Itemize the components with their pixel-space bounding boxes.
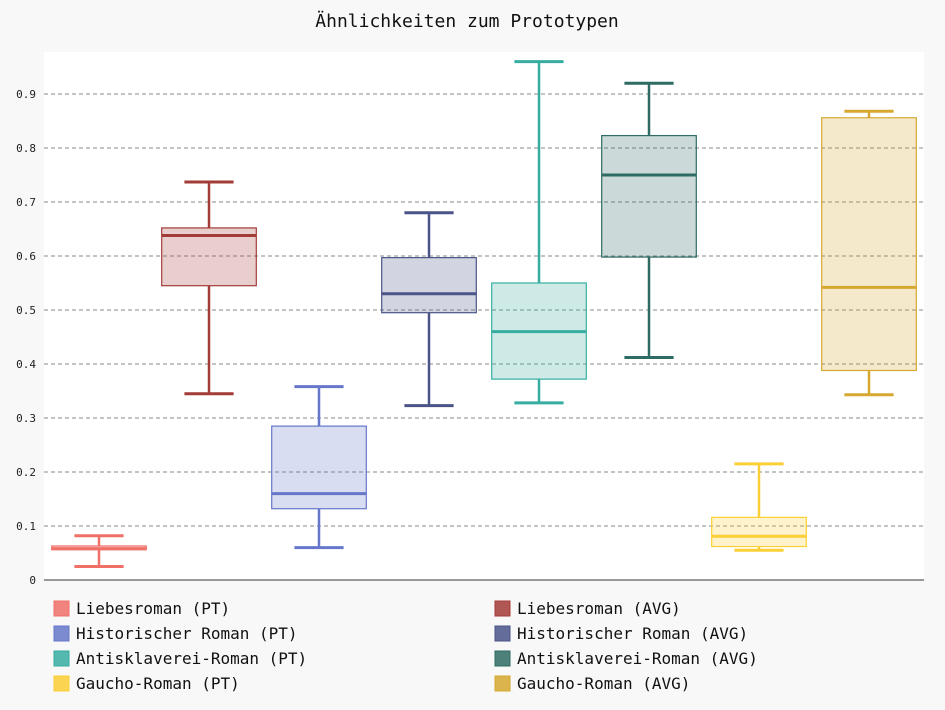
legend-item: Gaucho-Roman (PT) (53, 674, 240, 693)
box-iqr (271, 425, 367, 510)
legend-item: Liebesroman (PT) (53, 599, 230, 618)
legend-label: Historischer Roman (PT) (76, 624, 298, 643)
chart-title: Ähnlichkeiten zum Prototypen (315, 11, 618, 32)
y-tick-label: 0.9 (16, 88, 36, 101)
legend-label: Gaucho-Roman (PT) (76, 674, 240, 693)
legend-swatch (494, 650, 511, 667)
legend-swatch (53, 675, 70, 692)
box-group (381, 211, 477, 408)
box-iqr (601, 134, 697, 258)
y-tick-label: 0 (29, 574, 36, 587)
y-tick-label: 0.5 (16, 304, 36, 317)
legend-item: Gaucho-Roman (AVG) (494, 674, 690, 693)
box-iqr (821, 117, 917, 372)
legend-swatch (53, 625, 70, 642)
plot-area (44, 52, 924, 580)
box-group (601, 81, 697, 360)
box-group (711, 462, 807, 552)
legend-label: Liebesroman (AVG) (517, 599, 681, 618)
legend-label: Antisklaverei-Roman (PT) (76, 649, 307, 668)
y-tick-label: 0.8 (16, 142, 36, 155)
legend-label: Historischer Roman (AVG) (517, 624, 748, 643)
box-group (821, 109, 917, 397)
y-tick-label: 0.4 (16, 358, 36, 371)
box-group (271, 385, 367, 550)
y-axis-ticks: 0 0.1 0.2 0.3 0.4 0.5 0.6 0.7 0.8 0.9 (16, 88, 36, 587)
legend-label: Gaucho-Roman (AVG) (517, 674, 690, 693)
legend-item: Antisklaverei-Roman (PT) (53, 649, 307, 668)
y-tick-label: 0.7 (16, 196, 36, 209)
legend-item: Antisklaverei-Roman (AVG) (494, 649, 758, 668)
box-group (51, 534, 147, 568)
legend-swatch (494, 600, 511, 617)
box-iqr (711, 516, 807, 548)
y-tick-label: 0.3 (16, 412, 36, 425)
legend-swatch (494, 625, 511, 642)
y-tick-label: 0.2 (16, 466, 36, 479)
legend-label: Antisklaverei-Roman (AVG) (517, 649, 758, 668)
y-tick-label: 0.1 (16, 520, 36, 533)
legend-item: Historischer Roman (PT) (53, 624, 298, 643)
box-group (161, 180, 257, 396)
box-iqr (161, 227, 257, 287)
legend: Liebesroman (PT) Liebesroman (AVG) Histori… (53, 599, 758, 693)
legend-item: Historischer Roman (AVG) (494, 624, 748, 643)
legend-label: Liebesroman (PT) (76, 599, 230, 618)
legend-swatch (53, 650, 70, 667)
legend-swatch (53, 600, 70, 617)
y-tick-label: 0.6 (16, 250, 36, 263)
box-group (491, 60, 587, 405)
box-iqr (381, 257, 477, 314)
legend-item: Liebesroman (AVG) (494, 599, 681, 618)
legend-swatch (494, 675, 511, 692)
boxes (51, 60, 917, 568)
